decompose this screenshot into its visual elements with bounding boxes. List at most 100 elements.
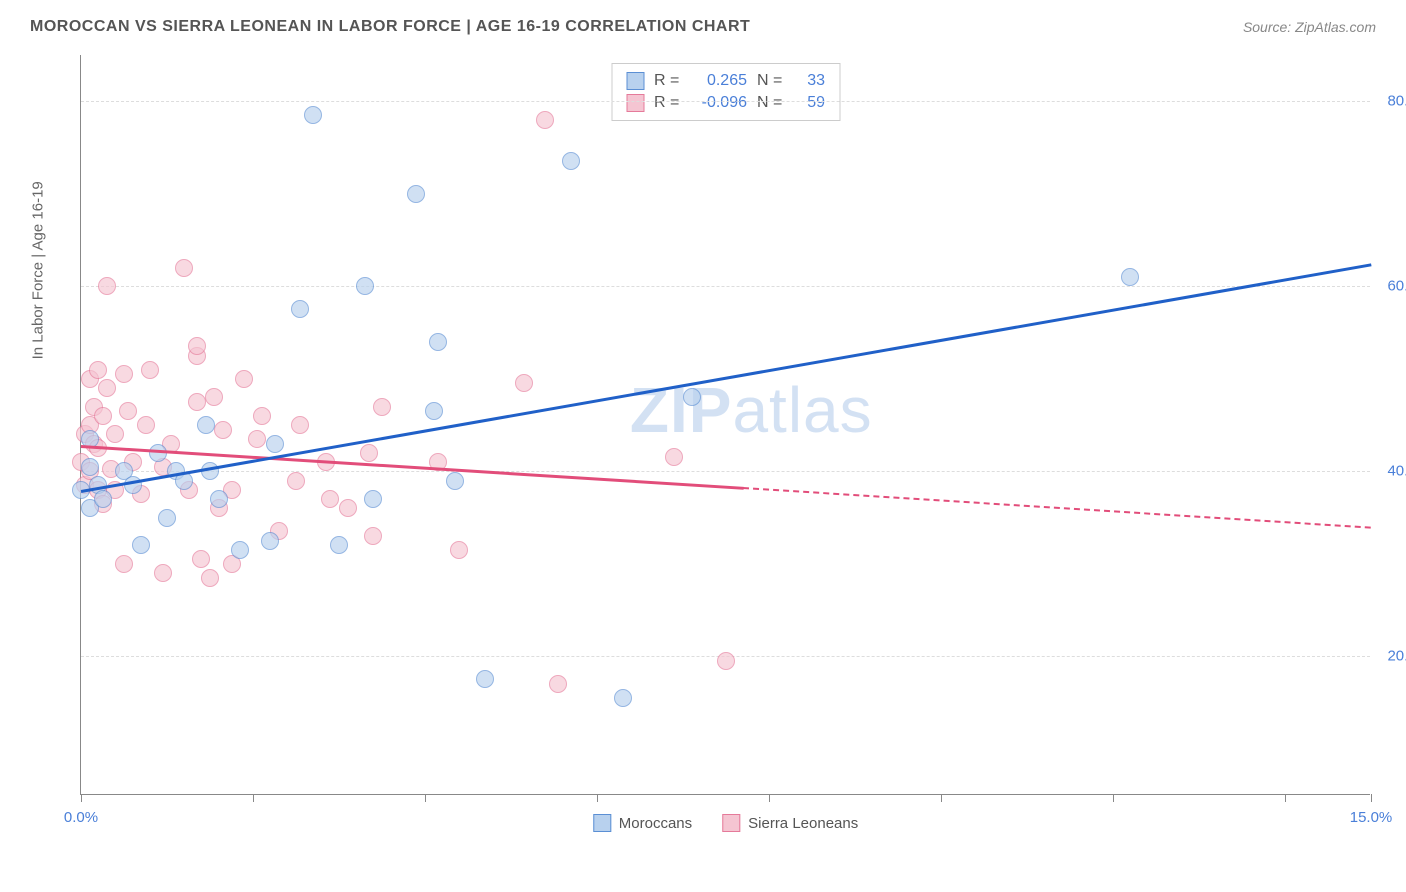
data-point — [291, 300, 309, 318]
data-point — [1121, 268, 1139, 286]
y-tick-label: 40.0% — [1375, 463, 1406, 480]
data-point — [98, 379, 116, 397]
data-point — [210, 490, 228, 508]
x-tick-mark — [425, 794, 426, 802]
data-point — [188, 337, 206, 355]
data-point — [235, 370, 253, 388]
regression-line-dashed — [743, 487, 1371, 529]
data-point — [360, 444, 378, 462]
stats-swatch — [626, 72, 644, 90]
data-point — [407, 185, 425, 203]
y-tick-label: 60.0% — [1375, 278, 1406, 295]
x-tick-label: 0.0% — [64, 809, 98, 826]
data-point — [94, 407, 112, 425]
plot-area: ZIPatlas R = 0.265 N = 33 R = -0.096 N =… — [80, 55, 1370, 795]
chart-title: MOROCCAN VS SIERRA LEONEAN IN LABOR FORC… — [30, 18, 750, 36]
stats-swatch — [626, 94, 644, 112]
data-point — [429, 333, 447, 351]
data-point — [192, 550, 210, 568]
x-tick-label: 15.0% — [1350, 809, 1393, 826]
data-point — [321, 490, 339, 508]
x-tick-mark — [1371, 794, 1372, 802]
data-point — [683, 388, 701, 406]
data-point — [356, 277, 374, 295]
stats-row: R = -0.096 N = 59 — [626, 92, 825, 114]
data-point — [562, 152, 580, 170]
data-point — [549, 675, 567, 693]
y-axis-label: In Labor Force | Age 16-19 — [30, 181, 47, 359]
data-point — [175, 259, 193, 277]
legend-label: Moroccans — [619, 815, 692, 832]
data-point — [158, 509, 176, 527]
data-point — [106, 425, 124, 443]
stats-n-label: N = — [757, 72, 785, 90]
x-tick-mark — [597, 794, 598, 802]
data-point — [266, 435, 284, 453]
gridline — [81, 286, 1370, 287]
data-point — [261, 532, 279, 550]
data-point — [287, 472, 305, 490]
data-point — [291, 416, 309, 434]
data-point — [141, 361, 159, 379]
gridline — [81, 471, 1370, 472]
chart-container: In Labor Force | Age 16-19 ZIPatlas R = … — [50, 55, 1370, 825]
data-point — [115, 365, 133, 383]
legend-item: Sierra Leoneans — [722, 814, 858, 832]
data-point — [119, 402, 137, 420]
data-point — [248, 430, 266, 448]
data-point — [214, 421, 232, 439]
data-point — [515, 374, 533, 392]
data-point — [717, 652, 735, 670]
x-tick-mark — [769, 794, 770, 802]
data-point — [364, 527, 382, 545]
data-point — [330, 536, 348, 554]
y-tick-label: 20.0% — [1375, 648, 1406, 665]
data-point — [231, 541, 249, 559]
chart-header: MOROCCAN VS SIERRA LEONEAN IN LABOR FORC… — [0, 0, 1406, 46]
stats-r-value: 0.265 — [692, 72, 747, 90]
data-point — [446, 472, 464, 490]
source-label: Source: ZipAtlas.com — [1243, 19, 1376, 35]
x-tick-mark — [1113, 794, 1114, 802]
data-point — [81, 458, 99, 476]
data-point — [188, 393, 206, 411]
stats-row: R = 0.265 N = 33 — [626, 70, 825, 92]
data-point — [137, 416, 155, 434]
x-tick-mark — [941, 794, 942, 802]
data-point — [425, 402, 443, 420]
data-point — [89, 361, 107, 379]
legend-label: Sierra Leoneans — [748, 815, 858, 832]
data-point — [339, 499, 357, 517]
regression-line — [81, 263, 1371, 492]
watermark: ZIPatlas — [630, 373, 873, 447]
data-point — [197, 416, 215, 434]
data-point — [132, 536, 150, 554]
data-point — [201, 569, 219, 587]
data-point — [98, 277, 116, 295]
data-point — [536, 111, 554, 129]
stats-n-label: N = — [757, 94, 785, 112]
data-point — [154, 564, 172, 582]
data-point — [614, 689, 632, 707]
data-point — [115, 555, 133, 573]
stats-r-value: -0.096 — [692, 94, 747, 112]
data-point — [205, 388, 223, 406]
data-point — [476, 670, 494, 688]
data-point — [201, 462, 219, 480]
data-point — [94, 490, 112, 508]
legend-swatch — [593, 814, 611, 832]
legend-item: Moroccans — [593, 814, 692, 832]
data-point — [373, 398, 391, 416]
data-point — [364, 490, 382, 508]
stats-r-label: R = — [654, 94, 682, 112]
gridline — [81, 101, 1370, 102]
stats-r-label: R = — [654, 72, 682, 90]
data-point — [450, 541, 468, 559]
data-point — [304, 106, 322, 124]
stats-n-value: 59 — [795, 94, 825, 112]
x-tick-mark — [253, 794, 254, 802]
stats-n-value: 33 — [795, 72, 825, 90]
y-tick-label: 80.0% — [1375, 93, 1406, 110]
data-point — [253, 407, 271, 425]
legend-swatch — [722, 814, 740, 832]
